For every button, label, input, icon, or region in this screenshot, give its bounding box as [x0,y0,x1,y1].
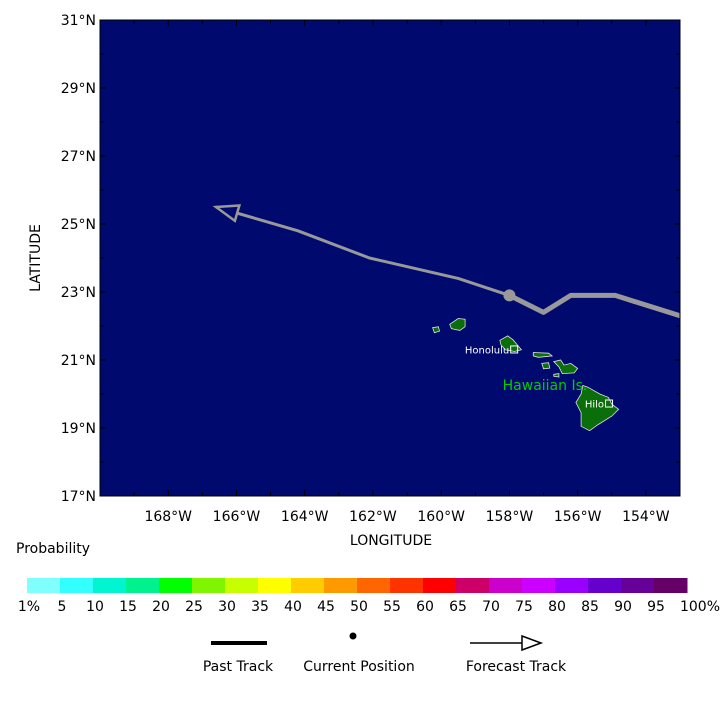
colorbar-label: 45 [317,599,335,615]
colorbar-swatch [357,578,391,593]
colorbar-swatch [555,578,589,593]
colorbar-label: 15 [119,599,137,615]
forecast-arrowhead [212,204,242,223]
colorbar-swatch [192,578,226,593]
colorbar-swatch [456,578,490,593]
island-molokai [532,352,554,358]
city-markers: Honolulu Hilo [465,345,614,411]
colorbar-label: 65 [449,599,467,615]
colorbar-label: 100% [680,599,720,615]
colorbar-swatch [324,578,358,593]
forecast-track-line [215,205,510,297]
colorbar-label: 75 [515,599,533,615]
lon-tick-label: 156°W [554,509,602,525]
colorbar-label: 85 [581,599,599,615]
city-label: Hilo [585,400,604,411]
colorbar-swatch [159,578,193,593]
colorbar-label: 55 [383,599,401,615]
colorbar-swatch [60,578,94,593]
city-marker [605,399,614,408]
colorbar-label: 1% [18,599,40,615]
colorbar-swatch [588,578,622,593]
y-axis-label: LATITUDE [28,224,44,292]
lon-tick-label: 166°W [213,509,261,525]
island-kauai [449,318,466,331]
colorbar-label: 40 [284,599,302,615]
lat-tick-label: 31°N [61,13,96,29]
colorbar-swatch [291,578,325,593]
past-track-line [508,292,681,319]
island-maui [553,359,579,375]
colorbar-label: 35 [251,599,269,615]
colorbar-swatch [27,578,61,593]
probability-colorbar [27,578,688,593]
x-axis-label: LONGITUDE [350,533,432,549]
colorbar-swatch [522,578,556,593]
colorbar-swatch [390,578,424,593]
past-track-label: Past Track [203,659,274,675]
lat-tick-label: 19°N [61,421,96,437]
hawaiian-islands [432,318,620,432]
island-lanai [541,362,551,370]
island-niihau [432,326,440,334]
colorbar-label: 50 [350,599,368,615]
island-kahoolawe [553,373,560,378]
region-label: Hawaiian Is. [503,378,588,394]
colorbar-labels: 1% 5 10 15 20 25 30 35 40 45 50 55 60 65 70 75 80 85 90 95 1… [18,599,720,615]
colorbar-label: 60 [416,599,434,615]
colorbar-swatch [423,578,457,593]
current-position-symbol [349,632,357,640]
lat-tick-label: 25°N [61,217,96,233]
current-position-label: Current Position [303,659,415,675]
lat-tick-label: 27°N [61,149,96,165]
axis-ticks: 31°N 29°N 27°N 25°N 23°N 21°N 19°N 17°N 168°W 166… [61,13,680,525]
colorbar-label: 30 [218,599,236,615]
legend-title: Probability [16,541,90,557]
lat-tick-label: 21°N [61,353,96,369]
lon-tick-label: 154°W [622,509,670,525]
colorbar-label: 95 [647,599,665,615]
colorbar-swatch [621,578,655,593]
lon-tick-label: 160°W [417,509,465,525]
current-position-marker [503,289,516,302]
lon-tick-label: 164°W [281,509,329,525]
colorbar-swatch [225,578,259,593]
colorbar-label: 25 [185,599,203,615]
lon-tick-label: 168°W [144,509,192,525]
colorbar-swatch [258,578,292,593]
colorbar-label: 5 [58,599,67,615]
colorbar-swatch [126,578,160,593]
probability-legend: Probability 1% 5 10 15 20 25 30 35 40 45 50 55 60 65 7… [16,541,720,615]
lon-tick-label: 162°W [349,509,397,525]
colorbar-label: 70 [482,599,500,615]
lon-tick-label: 158°W [486,509,534,525]
colorbar-swatch [93,578,127,593]
lat-tick-label: 23°N [61,285,96,301]
colorbar-label: 10 [86,599,104,615]
forecast-track-symbol [470,634,544,652]
colorbar-swatch [654,578,688,593]
forecast-track-label: Forecast Track [466,659,567,675]
colorbar-label: 90 [614,599,632,615]
colorbar-label: 80 [548,599,566,615]
colorbar-swatch [489,578,523,593]
colorbar-label: 20 [152,599,170,615]
city-marker [510,345,519,354]
city-label: Honolulu [465,345,509,356]
lat-tick-label: 29°N [61,81,96,97]
storm-tracks [212,204,681,319]
map-plot: Honolulu Hilo Hawaiian Is. 31°N 29°N 27°N 25… [61,13,681,525]
island-hawaii [575,384,620,432]
track-key: Past Track Current Position Forecast Tra… [203,632,567,675]
lat-tick-label: 17°N [61,489,96,505]
